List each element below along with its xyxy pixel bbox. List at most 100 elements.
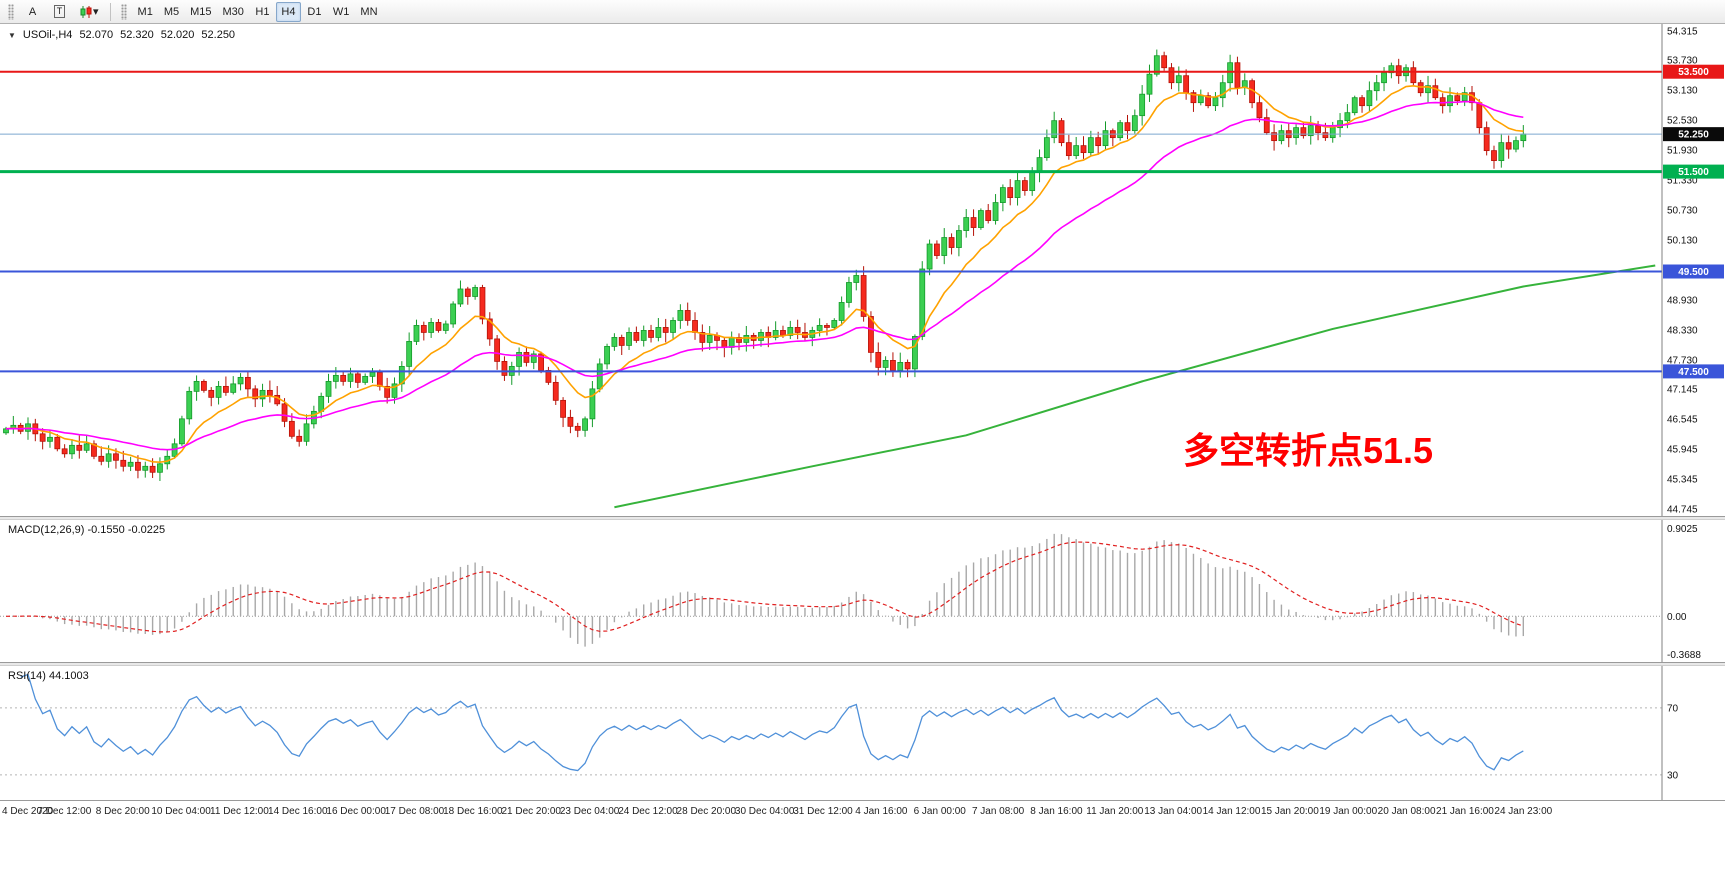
time-label: 31 Dec 12:00	[793, 806, 853, 817]
time-axis[interactable]: 4 Dec 2020 7 Dec 12:00 8 Dec 20:00 10 Dec 0…	[0, 800, 1725, 824]
rsi-label: RSI(14) 44.1003	[8, 670, 89, 682]
time-label: 8 Jan 16:00	[1030, 806, 1083, 817]
time-label: 21 Dec 20:00	[501, 806, 561, 817]
svg-text:53.500: 53.500	[1678, 67, 1709, 78]
time-label: 11 Dec 12:00	[210, 806, 269, 817]
timeframe-button-h4[interactable]: H4	[275, 1, 301, 22]
text-frame-tool-button[interactable]: T	[47, 2, 72, 22]
time-label: 20 Jan 08:00	[1377, 806, 1436, 817]
candles-series[interactable]	[3, 49, 1527, 481]
chart-header: ▼ USOil-,H4 52.070 52.320 52.020 52.250	[8, 29, 235, 41]
ohlc-open: 52.070	[79, 29, 114, 41]
ohlc-close: 52.250	[201, 29, 236, 41]
price-badge-47.500	[1663, 364, 1724, 379]
toolbar-separator	[109, 2, 111, 21]
time-label: 6 Jan 00:00	[913, 806, 966, 817]
svg-text:47.500: 47.500	[1678, 367, 1709, 378]
price-tick: 44.745	[1667, 505, 1698, 516]
svg-text:52.250: 52.250	[1678, 130, 1709, 141]
price-badge-51.500	[1663, 164, 1724, 179]
macd-panel[interactable]: 0.9025 0.00 -0.3688 MACD(12,26,9) -0.1550 …	[0, 520, 1725, 662]
price-tick: 45.945	[1667, 445, 1698, 456]
panel-separator[interactable]	[0, 516, 1725, 520]
price-tick: 51.330	[1667, 176, 1698, 187]
timeframe-button-m30[interactable]: M30	[218, 2, 249, 22]
timeframe-button-mn[interactable]: MN	[355, 2, 382, 22]
price-tick: 54.315	[1667, 27, 1698, 38]
time-label: 4 Dec 2020	[2, 806, 54, 817]
macd-scale-bottom: -0.3688	[1667, 650, 1701, 661]
ema-slow-line	[5, 100, 1524, 451]
time-label: 7 Jan 08:00	[971, 806, 1025, 817]
price-tick: 53.730	[1667, 56, 1698, 67]
time-label: 30 Dec 04:00	[734, 806, 795, 817]
macd-canvas[interactable]: 0.9025 0.00 -0.3688	[0, 520, 1725, 662]
price-tick: 52.530	[1667, 116, 1698, 127]
price-tick: 47.730	[1667, 355, 1698, 366]
trend-ma-line	[614, 264, 1656, 509]
macd-histogram	[12, 533, 1525, 647]
timeframe-button-m5[interactable]: M5	[159, 2, 184, 22]
price-tick: 46.545	[1667, 415, 1698, 426]
macd-scale-zero: 0.00	[1667, 612, 1687, 623]
macd-signal-line	[5, 541, 1524, 633]
symbol-label: USOil-,H4	[22, 29, 73, 41]
time-label: 11 Jan 20:00	[1086, 806, 1144, 817]
time-label: 24 Dec 12:00	[618, 806, 678, 817]
macd-scale-top: 0.9025	[1667, 524, 1698, 535]
price-tick: 51.930	[1667, 146, 1698, 157]
toolbar-grip-handle[interactable]	[8, 3, 14, 20]
time-label: 4 Jan 16:00	[855, 806, 908, 817]
rsi-panel[interactable]: 70 30 RSI(14) 44.1003	[0, 666, 1725, 800]
rsi-canvas[interactable]: 70 30	[0, 666, 1725, 800]
price-tick: 50.130	[1667, 236, 1698, 247]
toolbar-grip-handle-2[interactable]	[120, 3, 127, 20]
timeframe-button-m1[interactable]: M1	[133, 2, 158, 22]
time-label: 8 Dec 20:00	[95, 806, 150, 817]
chart-annotation-text[interactable]: 多空转折点51.5	[1183, 430, 1434, 471]
main-chart-canvas[interactable]: 54.315 53.730 53.130 52.530 51.930 51.330 50.7…	[0, 24, 1725, 516]
ohlc-low: 52.020	[160, 29, 195, 41]
time-label: 15 Jan 20:00	[1260, 806, 1319, 817]
text-frame-icon: T	[53, 5, 66, 18]
time-label: 21 Jan 16:00	[1436, 806, 1494, 817]
price-tick: 48.930	[1667, 295, 1698, 306]
time-label: 10 Dec 04:00	[151, 806, 211, 817]
rsi-scale-30: 30	[1667, 770, 1679, 781]
ohlc-high: 52.320	[120, 29, 154, 41]
time-label: 23 Dec 04:00	[559, 806, 620, 817]
time-label: 18 Dec 16:00	[443, 806, 503, 817]
time-label: 17 Dec 08:00	[384, 806, 445, 817]
time-label: 7 Dec 12:00	[37, 806, 92, 817]
svg-text:49.500: 49.500	[1678, 267, 1709, 278]
candlestick-icon	[80, 5, 92, 18]
time-label: 14 Dec 16:00	[268, 806, 328, 817]
timeframe-button-m15[interactable]: M15	[185, 2, 216, 22]
timeframe-button-d1[interactable]: D1	[302, 2, 327, 22]
time-label: 19 Jan 00:00	[1319, 806, 1378, 817]
shapes-dropdown-button[interactable]: ▾	[74, 2, 104, 22]
price-tick: 50.730	[1667, 206, 1698, 217]
top-toolbar: A T ▾ M1 M5 M15 M30 H1 H4 D1 W1 MN	[0, 0, 1725, 24]
text-label-tool-button[interactable]: A	[20, 2, 45, 22]
rsi-scale-70: 70	[1667, 703, 1679, 714]
price-badge-52.250	[1663, 127, 1724, 142]
main-chart-panel[interactable]: 54.315 53.730 53.130 52.530 51.930 51.330 50.7…	[0, 24, 1725, 516]
collapse-arrow-icon[interactable]: ▼	[8, 30, 16, 40]
price-tick: 53.130	[1667, 86, 1698, 97]
price-tick: 48.330	[1667, 325, 1698, 336]
timeframe-button-w1[interactable]: W1	[328, 2, 355, 22]
time-label: 24 Jan 23:00	[1494, 806, 1553, 817]
timeframe-button-h1[interactable]: H1	[250, 2, 275, 22]
svg-text:51.500: 51.500	[1678, 167, 1709, 178]
time-label: 13 Jan 04:00	[1144, 806, 1203, 817]
timeframe-button-group: M1 M5 M15 M30 H1 H4 D1 W1 MN	[133, 1, 383, 22]
price-tick: 45.345	[1667, 475, 1698, 486]
panel-separator-2[interactable]	[0, 662, 1725, 666]
chevron-down-icon: ▾	[93, 6, 99, 18]
price-badge-49.500	[1663, 264, 1724, 279]
bottom-spacer	[0, 824, 1725, 894]
time-label: 16 Dec 00:00	[326, 806, 386, 817]
ema-fast-line	[5, 85, 1524, 463]
